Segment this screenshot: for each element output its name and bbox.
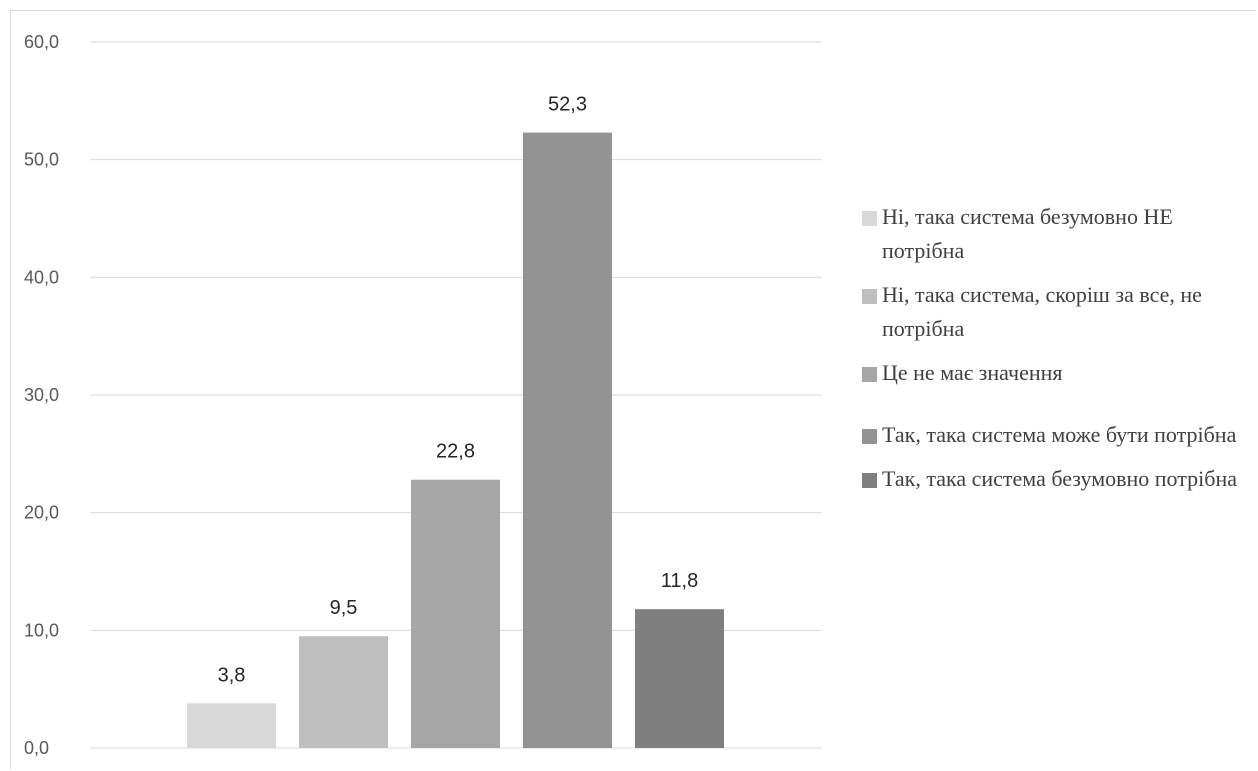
bar-value-label: 52,3 xyxy=(548,94,587,116)
y-tick-label: 0,0 xyxy=(24,738,49,758)
legend-label: Так, така система безумовно потрібна xyxy=(882,466,1237,491)
bar-value-label: 22,8 xyxy=(436,441,475,463)
bar-value-label: 3,8 xyxy=(218,664,246,686)
legend-item-definitely-needed: Так, така система безумовно потрібна xyxy=(860,462,1250,496)
bar xyxy=(523,132,612,748)
legend: Ні, така система безумовно НЕ потрібна Н… xyxy=(860,200,1250,506)
y-tick-label: 60,0 xyxy=(24,32,59,52)
legend-swatch xyxy=(862,429,877,444)
legend-item-may-be-needed: Так, така система може бути потрібна xyxy=(860,418,1250,452)
bar xyxy=(187,703,276,748)
bar-value-label: 9,5 xyxy=(330,597,358,619)
legend-swatch xyxy=(862,473,877,488)
bar xyxy=(635,609,724,748)
y-tick-label: 40,0 xyxy=(24,267,59,287)
data-labels: 3,8 9,5 22,8 52,3 11,8 xyxy=(218,94,699,687)
bar-value-label: 11,8 xyxy=(661,570,698,592)
legend-swatch xyxy=(862,289,877,304)
y-tick-label: 20,0 xyxy=(24,503,59,523)
y-tick-label: 50,0 xyxy=(24,150,59,170)
bar xyxy=(411,479,500,748)
legend-item-definitely-not-needed: Ні, така система безумовно НЕ потрібна xyxy=(860,200,1250,268)
bars xyxy=(187,132,724,748)
legend-label: Це не має значення xyxy=(882,360,1063,385)
y-tick-label: 10,0 xyxy=(24,620,59,640)
chart-frame xyxy=(10,10,1256,769)
y-axis-ticks: 0,0 10,0 20,0 30,0 40,0 50,0 60,0 xyxy=(24,32,59,758)
bar xyxy=(299,636,388,748)
y-tick-label: 30,0 xyxy=(24,385,59,405)
legend-item-probably-not-needed: Ні, така система, скоріш за все, не потр… xyxy=(860,278,1250,346)
legend-label: Ні, така система, скоріш за все, не потр… xyxy=(882,282,1202,341)
legend-item-does-not-matter: Це не має значення xyxy=(860,356,1250,390)
legend-swatch xyxy=(862,367,877,382)
legend-swatch xyxy=(862,211,877,226)
legend-label: Так, така система може бути потрібна xyxy=(882,422,1237,447)
legend-label: Ні, така система безумовно НЕ потрібна xyxy=(882,204,1173,263)
